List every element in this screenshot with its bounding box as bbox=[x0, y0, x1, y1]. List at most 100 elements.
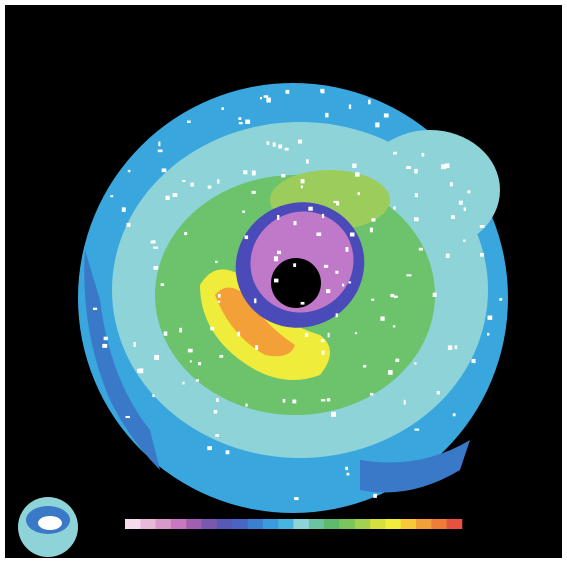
speck bbox=[217, 179, 220, 184]
speck bbox=[161, 168, 167, 173]
speck bbox=[182, 381, 185, 385]
orange-zone bbox=[215, 287, 295, 357]
speck bbox=[187, 348, 193, 353]
speck bbox=[371, 298, 375, 301]
speck bbox=[348, 281, 352, 284]
colorbar-swatch bbox=[262, 519, 279, 529]
speck bbox=[452, 413, 456, 417]
colorbar-swatch bbox=[416, 519, 432, 529]
speck bbox=[245, 119, 251, 124]
speck bbox=[251, 170, 256, 176]
speck bbox=[390, 293, 395, 298]
speck bbox=[327, 332, 330, 338]
speck bbox=[125, 416, 130, 419]
speck bbox=[251, 190, 256, 194]
speck bbox=[395, 358, 400, 362]
speck bbox=[207, 185, 212, 189]
speck bbox=[320, 399, 326, 402]
speck bbox=[221, 107, 224, 110]
speck bbox=[225, 450, 230, 455]
speck bbox=[487, 315, 493, 320]
no-data-pole bbox=[271, 258, 321, 308]
speck bbox=[371, 218, 376, 222]
speck bbox=[305, 159, 309, 164]
colorbar-swatch bbox=[170, 519, 187, 529]
speck bbox=[380, 316, 385, 321]
speck bbox=[273, 256, 279, 262]
colorbar-swatch bbox=[278, 519, 294, 529]
speckles bbox=[93, 88, 503, 501]
speck bbox=[255, 345, 259, 350]
speck bbox=[278, 144, 283, 149]
speck bbox=[421, 152, 425, 157]
speck bbox=[369, 227, 374, 233]
speck bbox=[320, 88, 325, 93]
speck bbox=[406, 166, 412, 170]
speck bbox=[163, 331, 168, 336]
speck bbox=[393, 151, 397, 155]
speck bbox=[321, 350, 325, 355]
speck bbox=[158, 141, 161, 147]
speck bbox=[184, 231, 188, 236]
speck bbox=[403, 399, 406, 405]
speck bbox=[293, 263, 297, 267]
speck bbox=[300, 185, 303, 189]
speck bbox=[157, 149, 163, 153]
speck bbox=[432, 292, 437, 297]
speck bbox=[153, 246, 159, 249]
speck bbox=[272, 142, 276, 147]
colorbar-swatch bbox=[339, 519, 356, 529]
speck bbox=[281, 174, 286, 178]
speck bbox=[195, 379, 199, 382]
dark-blue-edge bbox=[84, 250, 160, 470]
speck bbox=[263, 95, 269, 98]
speck bbox=[127, 169, 131, 173]
speck bbox=[165, 195, 170, 201]
speck bbox=[172, 193, 178, 197]
colorbar-swatch bbox=[140, 519, 156, 529]
speck bbox=[373, 493, 377, 498]
speck bbox=[207, 446, 212, 451]
speck bbox=[238, 117, 242, 120]
speck bbox=[259, 96, 262, 100]
speck bbox=[445, 253, 450, 258]
speck bbox=[245, 403, 248, 407]
speck bbox=[273, 278, 279, 283]
speck bbox=[242, 210, 246, 213]
speck bbox=[154, 354, 160, 360]
speck bbox=[292, 399, 297, 404]
speck bbox=[393, 295, 398, 299]
speck bbox=[93, 307, 98, 311]
colorbar bbox=[125, 519, 463, 529]
speck bbox=[219, 355, 224, 358]
noaa-logo bbox=[18, 497, 78, 557]
speck bbox=[217, 293, 221, 298]
speck bbox=[441, 164, 447, 170]
speck bbox=[213, 409, 218, 414]
speck bbox=[369, 392, 374, 396]
speck bbox=[335, 270, 339, 274]
speck bbox=[479, 225, 485, 228]
speck bbox=[133, 342, 136, 347]
colorbar-swatch bbox=[201, 519, 218, 529]
speck bbox=[182, 179, 186, 182]
speck bbox=[333, 200, 339, 204]
speck bbox=[103, 336, 108, 341]
speck bbox=[414, 168, 418, 174]
speck bbox=[308, 206, 313, 211]
speck bbox=[316, 232, 322, 237]
speck bbox=[320, 338, 325, 343]
speck bbox=[215, 434, 220, 437]
speck bbox=[102, 343, 108, 348]
speck bbox=[110, 195, 114, 198]
speck bbox=[179, 327, 183, 333]
speck bbox=[300, 179, 305, 184]
speck bbox=[300, 301, 305, 305]
speck bbox=[190, 182, 194, 187]
speck bbox=[348, 104, 352, 109]
speck bbox=[345, 466, 348, 471]
speck bbox=[198, 361, 202, 366]
colorbar-swatch bbox=[293, 519, 310, 529]
colorbar-swatch bbox=[385, 519, 402, 529]
speck bbox=[210, 326, 215, 331]
